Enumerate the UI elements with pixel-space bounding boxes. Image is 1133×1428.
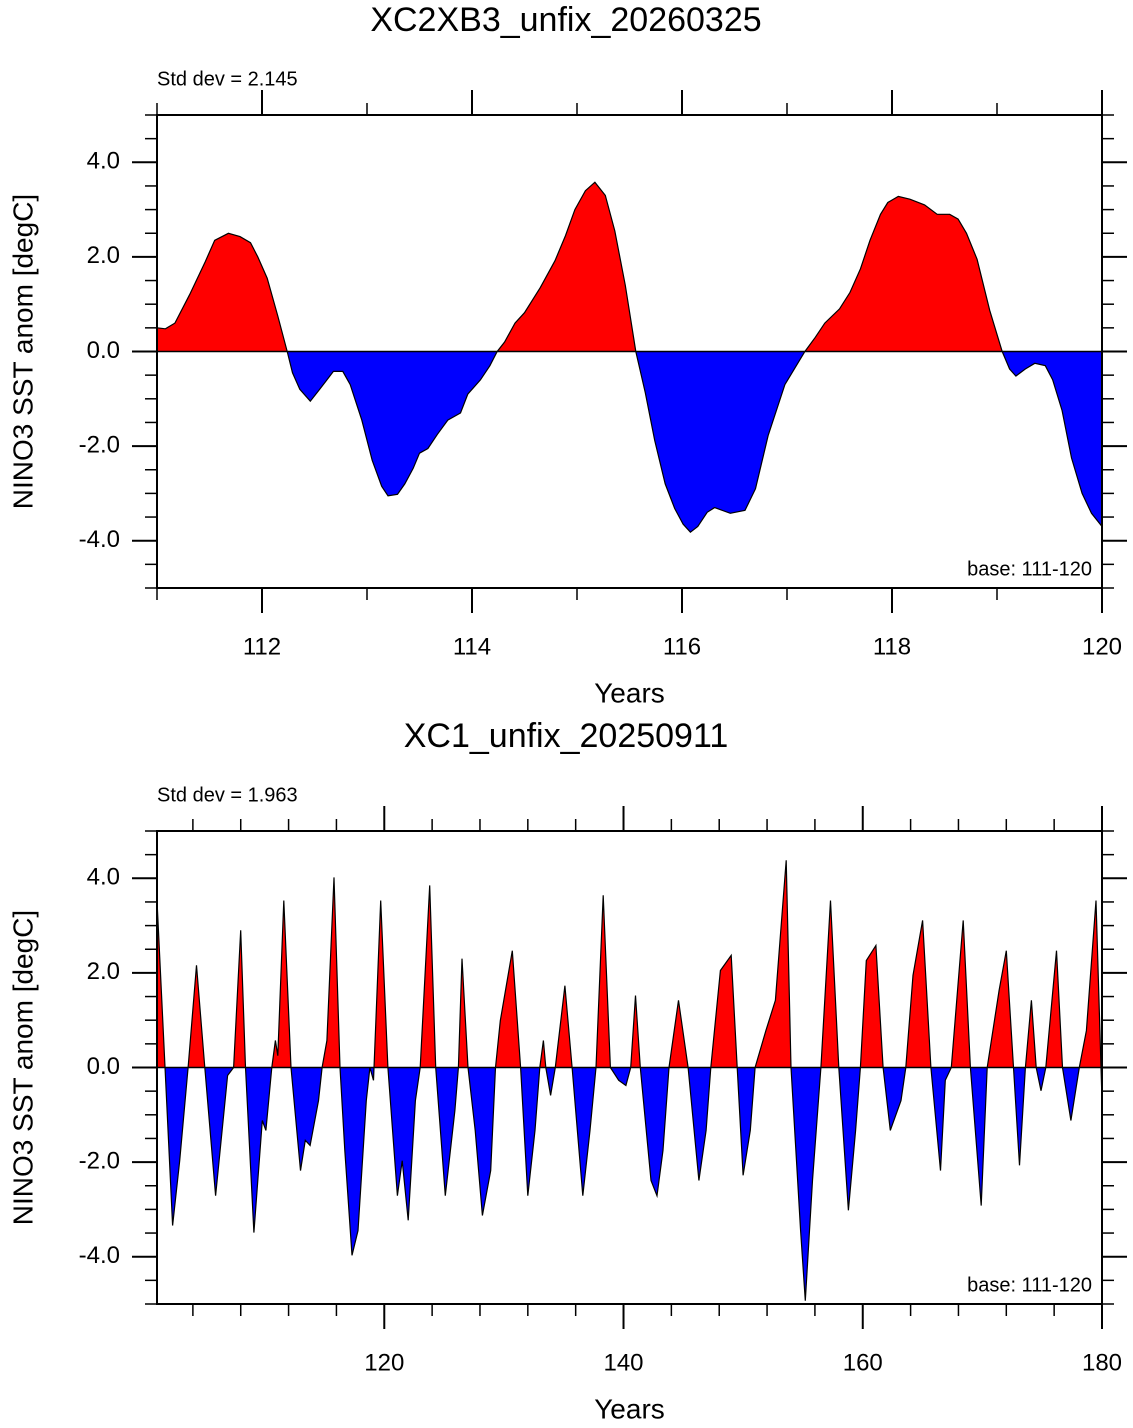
y-tick-label: 0.0: [87, 1053, 120, 1080]
y-tick-label: -2.0: [79, 1147, 120, 1174]
negative-area: [157, 351, 1102, 533]
positive-area: [157, 182, 1102, 352]
y-axis-label: NINO3 SST anom [degC]: [7, 194, 38, 509]
anomaly-line: [156, 860, 1103, 1301]
x-tick-label: 160: [843, 1349, 883, 1376]
chart-title: XC2XB3_unfix_20260325: [370, 1, 761, 39]
y-axis-label: NINO3 SST anom [degC]: [7, 910, 38, 1225]
y-tick-label: -2.0: [79, 431, 120, 458]
y-tick-label: 2.0: [87, 242, 120, 269]
base-annotation: base: 111-120: [967, 1274, 1092, 1296]
y-tick-label: -4.0: [79, 1242, 120, 1269]
positive-area: [157, 860, 1102, 1068]
y-tick-label: 4.0: [87, 148, 120, 175]
chart-title: XC1_unfix_20250911: [404, 717, 729, 755]
y-tick-label: 4.0: [87, 864, 120, 891]
negative-area: [157, 1067, 1102, 1301]
y-tick-label: 2.0: [87, 958, 120, 985]
std-annotation: Std dev = 2.145: [157, 68, 298, 90]
x-tick-label: 140: [603, 1349, 643, 1376]
x-axis-label: Years: [594, 1393, 665, 1424]
x-tick-label: 112: [243, 633, 281, 660]
y-tick-label: 0.0: [87, 337, 120, 364]
base-annotation: base: 111-120: [967, 558, 1092, 580]
y-tick-label: -4.0: [79, 526, 120, 553]
x-tick-label: 116: [663, 633, 701, 660]
x-tick-label: 180: [1082, 1349, 1122, 1376]
std-annotation: Std dev = 1.963: [157, 784, 298, 806]
x-tick-label: 120: [364, 1349, 404, 1376]
x-axis-label: Years: [594, 677, 665, 708]
x-tick-label: 118: [873, 633, 911, 660]
anomaly-line: [156, 181, 1103, 534]
x-tick-label: 114: [453, 633, 491, 660]
x-tick-label: 120: [1082, 633, 1122, 660]
